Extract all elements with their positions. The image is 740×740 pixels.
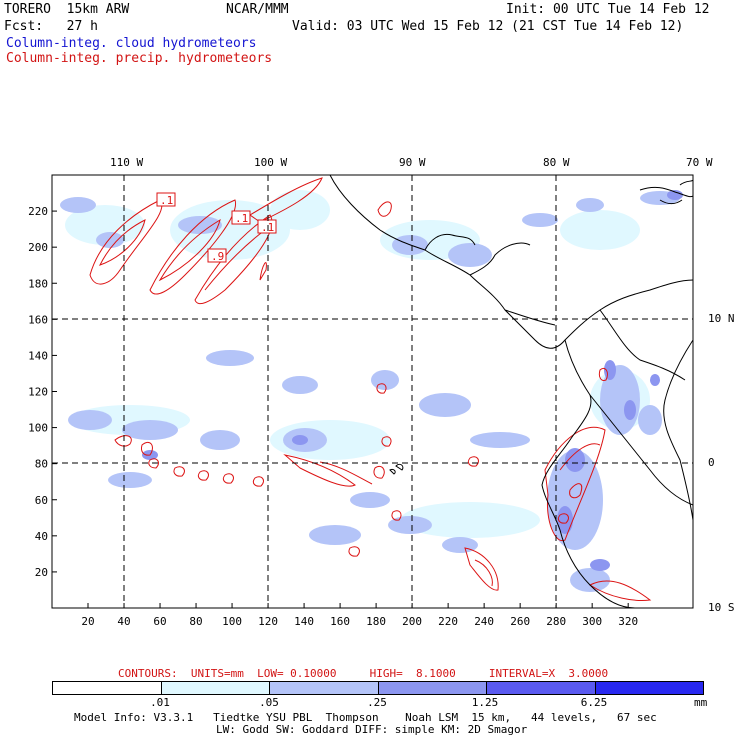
x-tick-label: 40 (117, 615, 130, 628)
colorbar-bin-3 (378, 682, 487, 694)
x-tick-label: 240 (474, 615, 494, 628)
threshold-label-3: .25 (367, 696, 387, 709)
valid-time: Valid: 03 UTC Wed 15 Feb 12 (21 CST Tue … (292, 19, 684, 34)
y-tick-label: 40 (35, 530, 48, 543)
lat-label-0: 0 (708, 456, 715, 469)
colorbar-bin-4 (487, 682, 596, 694)
lon-label-70w: 70 W (686, 156, 713, 169)
x-tick-label: 280 (546, 615, 566, 628)
contour-label-1: .1 (160, 194, 173, 207)
y-tick-label: 180 (28, 277, 48, 290)
contours-info: CONTOURS: UNITS=mm LOW= 0.10000 HIGH= 8.… (118, 667, 609, 680)
y-tick-label: 220 (28, 205, 48, 218)
contour-label-2: .1 (235, 212, 248, 225)
y-tick-label: 160 (28, 313, 48, 326)
units-label: mm (694, 696, 708, 709)
lon-label-90w: 90 W (399, 156, 426, 169)
x-tick-label: 320 (618, 615, 638, 628)
threshold-label-5: 6.25 (580, 696, 608, 709)
x-tick-label: 120 (258, 615, 278, 628)
y-tick-label: 20 (35, 566, 48, 579)
y-tick-label: 200 (28, 241, 48, 254)
physics-info: LW: Godd SW: Goddard DIFF: simple KM: 2D… (216, 723, 528, 736)
x-tick-label: 20 (81, 615, 94, 628)
x-tick-label: 180 (366, 615, 386, 628)
threshold-label-1: .01 (150, 696, 170, 709)
lon-label-80w: 80 W (543, 156, 570, 169)
x-axis-ticks: 20 40 60 80 100 120 140 160 180 200 220 240 260 280 30… (81, 603, 638, 628)
organization: NCAR/MMM (226, 2, 289, 17)
cloud-shading-dark (142, 190, 683, 571)
graticule (52, 175, 693, 608)
cloud-shading-medium (60, 191, 680, 592)
precip-contours (89, 177, 652, 601)
y-tick-label: 100 (28, 422, 48, 435)
x-tick-label: 220 (438, 615, 458, 628)
contour-label-4: .9 (211, 250, 224, 263)
threshold-label-2: .05 (259, 696, 279, 709)
lon-label-110w: 110 W (110, 156, 143, 169)
model-info: Model Info: V3.3.1 Tiedtke YSU PBL Thomp… (74, 711, 657, 724)
x-tick-label: 300 (582, 615, 602, 628)
cloud-field-label: Column-integ. cloud hydrometeors (6, 36, 257, 51)
coastlines (329, 175, 693, 608)
lon-label-100w: 100 W (254, 156, 287, 169)
colorbar-bin-5 (595, 682, 703, 694)
model-name: TORERO 15km ARW (4, 2, 130, 17)
y-tick-label: 80 (35, 458, 48, 471)
colorbar (52, 681, 704, 695)
y-tick-label: 60 (35, 494, 48, 507)
x-tick-label: 80 (189, 615, 202, 628)
x-tick-label: 160 (330, 615, 350, 628)
y-tick-label: 120 (28, 386, 48, 399)
x-tick-label: 140 (294, 615, 314, 628)
colorbar-bin-1 (161, 682, 270, 694)
precip-field-label: Column-integ. precip. hydrometeors (6, 51, 273, 66)
y-tick-label: 140 (28, 349, 48, 362)
x-tick-label: 200 (402, 615, 422, 628)
latitude-labels: 10 N 0 10 S (708, 312, 735, 614)
x-tick-label: 260 (510, 615, 530, 628)
forecast-hour: Fcst: 27 h (4, 19, 98, 34)
threshold-label-4: 1.25 (471, 696, 499, 709)
init-time: Init: 00 UTC Tue 14 Feb 12 (506, 2, 710, 17)
x-tick-label: 100 (222, 615, 242, 628)
x-tick-label: 60 (153, 615, 166, 628)
colorbar-bin-2 (270, 682, 379, 694)
lat-label-10s: 10 S (708, 601, 735, 614)
colorbar-bin-0 (53, 682, 162, 694)
map-content: .1 .1 .1 .9 (52, 175, 693, 608)
lat-label-10n: 10 N (708, 312, 735, 325)
longitude-labels: 110 W 100 W 90 W 80 W 70 W (110, 156, 713, 169)
y-axis-ticks: 20 40 60 80 100 120 140 160 180 200 220 (28, 205, 57, 579)
